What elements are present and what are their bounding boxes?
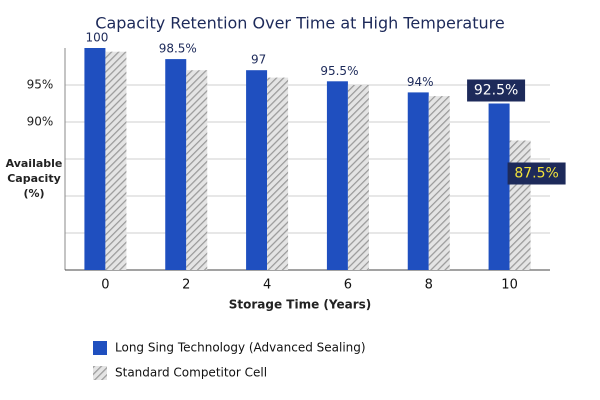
value-label: 94% [407,75,434,89]
value-label: 100 [85,31,108,45]
bar [105,51,127,271]
value-label: 87.5% [514,166,558,182]
value-label: 92.5% [474,83,518,99]
x-axis-title: Storage Time (Years) [229,298,372,312]
legend-swatch [93,366,107,380]
x-tick-label: 2 [182,278,190,293]
bar [165,59,187,270]
bar [488,103,510,270]
bar [84,48,106,270]
value-label: 98.5% [159,42,197,56]
legend-swatch [93,341,107,355]
x-tick-label: 0 [101,278,109,293]
value-label: 97 [251,53,266,67]
bar [246,70,268,270]
y-axis-title: Available Capacity (%) [5,157,63,200]
chart-title: Capacity Retention Over Time at High Tem… [95,14,504,33]
bar [186,70,208,270]
bar [509,140,531,270]
value-label: 95.5% [320,64,358,78]
y-tick-label: 95% [27,78,54,92]
bar [267,77,289,270]
bar [428,96,450,270]
bar [407,92,429,271]
x-tick-label: 8 [425,278,433,293]
legend-label: Long Sing Technology (Advanced Sealing) [115,341,366,355]
bar [347,85,369,270]
value-label-box [507,162,566,185]
x-tick-label: 6 [344,278,352,293]
value-label-box [467,79,526,102]
y-tick-label: 90% [27,115,54,129]
bar [326,81,348,270]
x-tick-label: 10 [501,278,518,293]
legend-label: Standard Competitor Cell [115,366,267,380]
x-tick-label: 4 [263,278,271,293]
